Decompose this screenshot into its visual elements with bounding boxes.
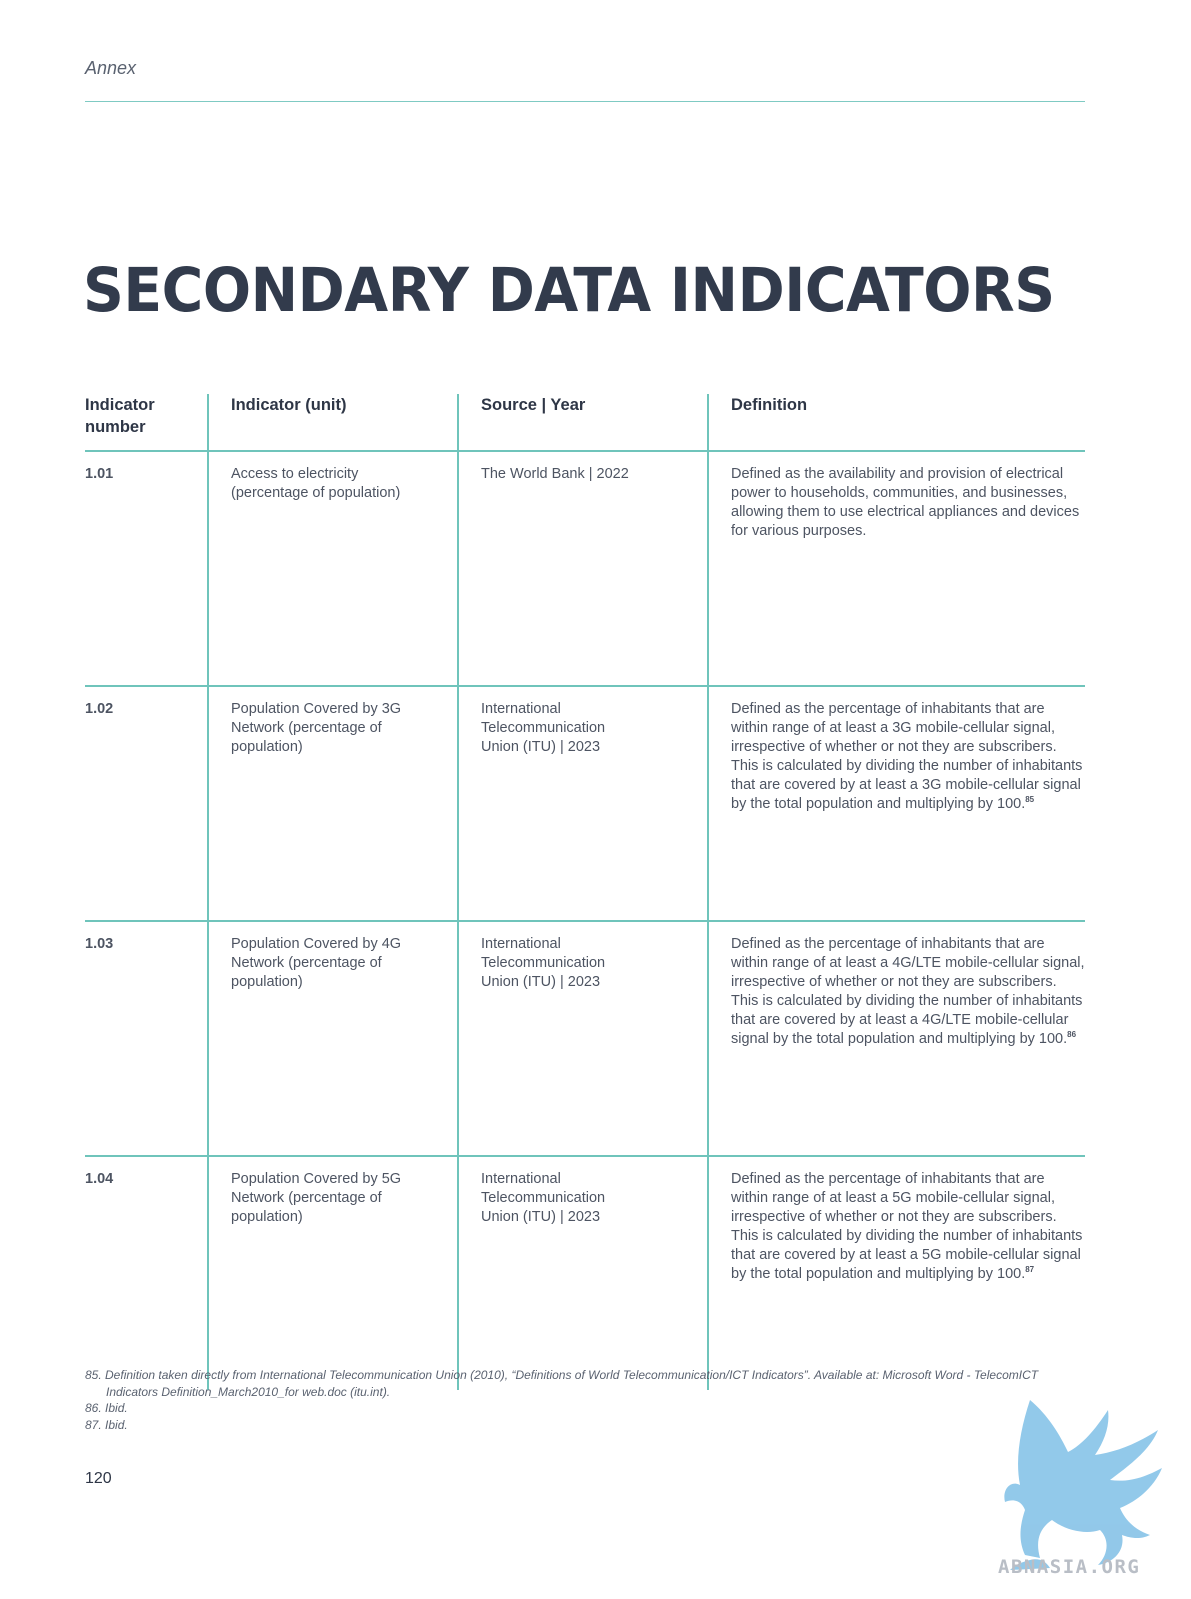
table-row: 1.04 Population Covered by 5G Network (p… — [85, 1156, 1085, 1390]
source-year: The World Bank | 2022 — [457, 451, 708, 687]
indicator-unit: Population Covered by 3G Network (percen… — [207, 686, 458, 922]
column-header-indicator: Indicator (unit) — [207, 394, 458, 452]
definition-text: Defined as the availability and provisio… — [731, 466, 1080, 539]
indicator-number: 1.04 — [85, 1171, 114, 1187]
definition-cell: Defined as the percentage of inhabitants… — [707, 686, 1085, 922]
footnote-ref[interactable]: 85 — [1025, 795, 1035, 805]
source-year: International Telecommunication Union (I… — [457, 686, 708, 922]
footnote-ref[interactable]: 87 — [1025, 1265, 1035, 1275]
griffin-logo-icon — [1004, 1400, 1162, 1570]
indicators-table: Indicator number Indicator (unit) Source… — [85, 394, 1085, 1390]
indicator-unit: Population Covered by 4G Network (percen… — [207, 921, 458, 1157]
footnotes: 85. Definition taken directly from Inter… — [85, 1367, 1085, 1433]
source-year: International Telecommunication Union (I… — [457, 1156, 708, 1390]
header-rule — [85, 101, 1085, 102]
table-header-row: Indicator number Indicator (unit) Source… — [85, 394, 1085, 452]
running-head: Annex — [85, 58, 137, 78]
footnote-ref[interactable]: 86 — [1067, 1030, 1077, 1040]
indicator-number: 1.02 — [85, 686, 208, 922]
indicator-number: 1.01 — [85, 451, 208, 687]
page-number: 120 — [85, 1470, 112, 1487]
definition-text: Defined as the percentage of inhabitants… — [731, 701, 1083, 812]
column-header-definition: Definition — [707, 394, 1085, 452]
definition-cell: Defined as the percentage of inhabitants… — [707, 921, 1085, 1157]
definition-text: Defined as the percentage of inhabitants… — [731, 936, 1085, 1047]
definition-cell: Defined as the availability and provisio… — [707, 451, 1085, 687]
indicator-unit: Access to electricity (percentage of pop… — [207, 451, 458, 687]
table-row: 1.01 Access to electricity (percentage o… — [85, 451, 1085, 687]
watermark-text: ABNASIA.ORG — [998, 1556, 1141, 1578]
source-year: International Telecommunication Union (I… — [457, 921, 708, 1157]
footnote: 86. Ibid. — [85, 1401, 128, 1415]
column-header-number: Indicator number — [85, 394, 208, 452]
footnote: 85. Definition taken directly from Inter… — [85, 1368, 1039, 1399]
definition-cell: Defined as the percentage of inhabitants… — [707, 1156, 1085, 1390]
indicator-unit: Population Covered by 5G Network (percen… — [207, 1156, 458, 1390]
table-row: 1.02 Population Covered by 3G Network (p… — [85, 686, 1085, 922]
page-title: SECONDARY DATA INDICATORS — [83, 255, 1055, 326]
definition-text: Defined as the percentage of inhabitants… — [731, 1171, 1083, 1282]
column-header-source: Source | Year — [457, 394, 708, 452]
footnote: 87. Ibid. — [85, 1417, 128, 1432]
table-row: 1.03 Population Covered by 4G Network (p… — [85, 921, 1085, 1157]
indicator-number: 1.03 — [85, 921, 208, 1157]
